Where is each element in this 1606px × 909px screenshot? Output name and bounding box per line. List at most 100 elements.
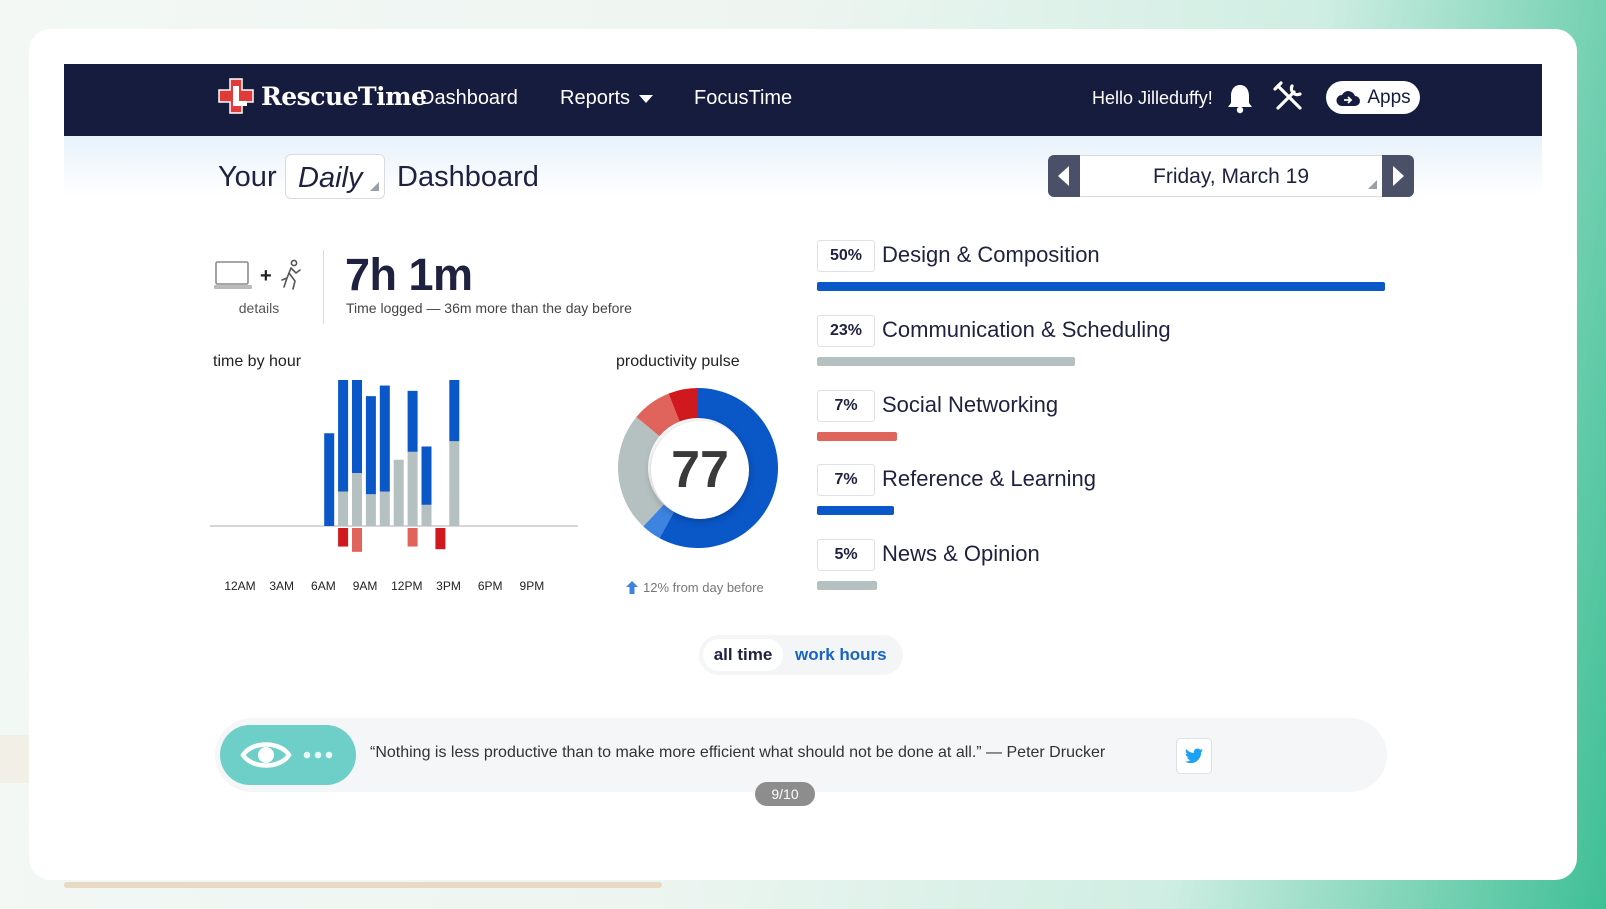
period-value: Daily (298, 162, 363, 194)
cloud-icon (1336, 90, 1361, 106)
svg-text:+: + (260, 265, 272, 287)
bar-distracting-hour-10[interactable] (352, 528, 362, 552)
background-line (64, 882, 662, 888)
details-button[interactable]: + (214, 258, 304, 299)
bar-distracting-hour-16[interactable] (435, 528, 446, 550)
hour-tick-label: 3PM (436, 579, 461, 593)
category-name[interactable]: Reference & Learning (882, 466, 1097, 492)
category-percent: 7% (817, 389, 875, 422)
focus-toggle-button[interactable] (220, 725, 356, 785)
arrow-up-icon (626, 581, 638, 594)
bar-productive-hour-11[interactable] (365, 396, 376, 495)
pulse-slice-very-distracting (668, 388, 698, 422)
category-name[interactable]: Design & Composition (882, 242, 1100, 267)
date-navigator: Friday, March 19 (1048, 155, 1414, 197)
category-percent: 7% (817, 464, 875, 497)
twitter-icon (1185, 748, 1203, 764)
laptop-icon (214, 261, 252, 289)
bar-distracting-hour-14[interactable] (407, 528, 418, 547)
device-icons: + (214, 259, 301, 290)
brand-name: RescueTime (261, 81, 427, 111)
bell-icon[interactable] (1226, 82, 1254, 114)
time-logged-total: 7h 1m (345, 249, 473, 300)
title-suffix: Dashboard (397, 161, 539, 193)
summary-divider (323, 250, 324, 324)
hour-tick-label: 6AM (311, 579, 336, 593)
bar-productive-hour-10[interactable] (352, 380, 362, 473)
all-time-toggle[interactable]: all time (703, 639, 783, 671)
category-bar (817, 356, 1076, 366)
productivity-pulse-chart (618, 388, 778, 548)
category-percent: 50% (817, 240, 875, 272)
pulse-slice-neutral (618, 417, 664, 527)
bar-neutral-hour-13[interactable] (393, 459, 404, 526)
title-prefix: Your (218, 161, 277, 193)
category-name[interactable]: Social Networking (882, 391, 1059, 417)
work-hours-toggle[interactable]: work hours (795, 645, 887, 664)
bar-neutral-hour-11[interactable] (365, 494, 376, 526)
arrow-left-icon (1058, 166, 1069, 186)
hour-tick-label: 12AM (224, 579, 256, 593)
bar-productive-hour-8[interactable] (324, 433, 335, 526)
bar-neutral-hour-9[interactable] (338, 491, 349, 526)
quote-counter: 9/10 (755, 782, 815, 806)
pulse-center (651, 421, 749, 519)
date-value: Friday, March 19 (1153, 165, 1309, 188)
hour-tick-label: 9AM (352, 579, 378, 593)
bar-distracting-hour-9[interactable] (338, 528, 349, 547)
pulse-slice-very-productive (659, 388, 778, 548)
prev-day-button[interactable] (1048, 155, 1080, 197)
hour-tick-label: 6PM (477, 579, 503, 593)
pulse-slice-productive (643, 504, 674, 539)
time-by-hour-chart (210, 380, 578, 552)
period-select[interactable]: Daily (285, 154, 385, 199)
bar-neutral-hour-12[interactable] (379, 491, 390, 526)
nav-reports-label: Reports (560, 87, 631, 109)
time-by-hour-title: time by hour (213, 353, 302, 370)
category-bar (817, 506, 894, 516)
dots-icon (303, 751, 333, 759)
bar-neutral-hour-14[interactable] (407, 451, 418, 526)
app-frame: RescueTime Dashboard Reports FocusTime H… (64, 64, 1542, 846)
eye-icon (240, 742, 292, 768)
bar-neutral-hour-17[interactable] (449, 441, 460, 526)
brand-logo[interactable]: RescueTime (218, 78, 427, 114)
category-percent: 5% (817, 539, 875, 572)
date-picker[interactable]: Friday, March 19 (1080, 155, 1382, 197)
bar-productive-hour-14[interactable] (407, 390, 418, 452)
nav-focustime[interactable]: FocusTime (694, 87, 793, 109)
tweet-quote-button[interactable] (1176, 738, 1212, 774)
pulse-change: 12% from day before (626, 580, 764, 595)
runner-icon (281, 259, 301, 290)
nav-reports[interactable]: Reports (560, 87, 654, 110)
details-label[interactable]: details (238, 300, 280, 316)
tools-icon[interactable] (1272, 80, 1306, 114)
bar-productive-hour-15[interactable] (421, 446, 432, 505)
category-name[interactable]: News & Opinion (882, 541, 1040, 567)
time-logged-note: Time logged — 36m more than the day befo… (346, 300, 632, 316)
date-corner-icon (1368, 180, 1377, 189)
pulse-score: 77 (671, 441, 729, 499)
bar-neutral-hour-15[interactable] (421, 504, 432, 526)
hour-tick-label: 3AM (269, 579, 295, 593)
top-nav: RescueTime Dashboard Reports FocusTime H… (64, 64, 1542, 136)
caret-down-icon (639, 94, 654, 103)
rescuetime-logo-icon (218, 78, 254, 114)
category-bar (817, 282, 1385, 291)
category-bar (817, 431, 897, 441)
bar-neutral-hour-10[interactable] (352, 473, 362, 526)
category-bar (817, 581, 877, 591)
arrow-right-icon (1393, 166, 1404, 186)
user-greeting: Hello Jilleduffy! (1092, 88, 1213, 108)
nav-dashboard[interactable]: Dashboard (420, 87, 518, 109)
next-day-button[interactable] (1382, 155, 1414, 197)
apps-label: Apps (1367, 86, 1411, 108)
select-corner-icon (370, 182, 379, 191)
bar-productive-hour-17[interactable] (449, 380, 460, 442)
bar-productive-hour-9[interactable] (338, 380, 349, 492)
bar-productive-hour-12[interactable] (379, 385, 390, 492)
hour-tick-label: 9PM (519, 579, 545, 593)
category-name[interactable]: Communication & Scheduling (882, 316, 1171, 342)
apps-button[interactable]: Apps (1326, 81, 1420, 114)
pulse-change-text: 12% from day before (643, 580, 764, 595)
